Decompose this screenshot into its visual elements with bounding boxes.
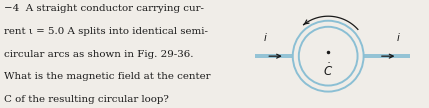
Text: C of the resulting circular loop?: C of the resulting circular loop? — [4, 95, 169, 104]
Text: $i$: $i$ — [396, 31, 401, 43]
Text: What is the magnetic field at the center: What is the magnetic field at the center — [4, 72, 211, 81]
Text: $\.{C}$: $\.{C}$ — [323, 63, 333, 79]
Text: −4  A straight conductor carrying cur-: −4 A straight conductor carrying cur- — [4, 4, 204, 13]
Text: rent ι = 5.0 A splits into identical semi-: rent ι = 5.0 A splits into identical sem… — [4, 27, 208, 36]
Text: circular arcs as shown in Fig. 29-36.: circular arcs as shown in Fig. 29-36. — [4, 50, 194, 59]
Text: $i$: $i$ — [263, 31, 268, 43]
